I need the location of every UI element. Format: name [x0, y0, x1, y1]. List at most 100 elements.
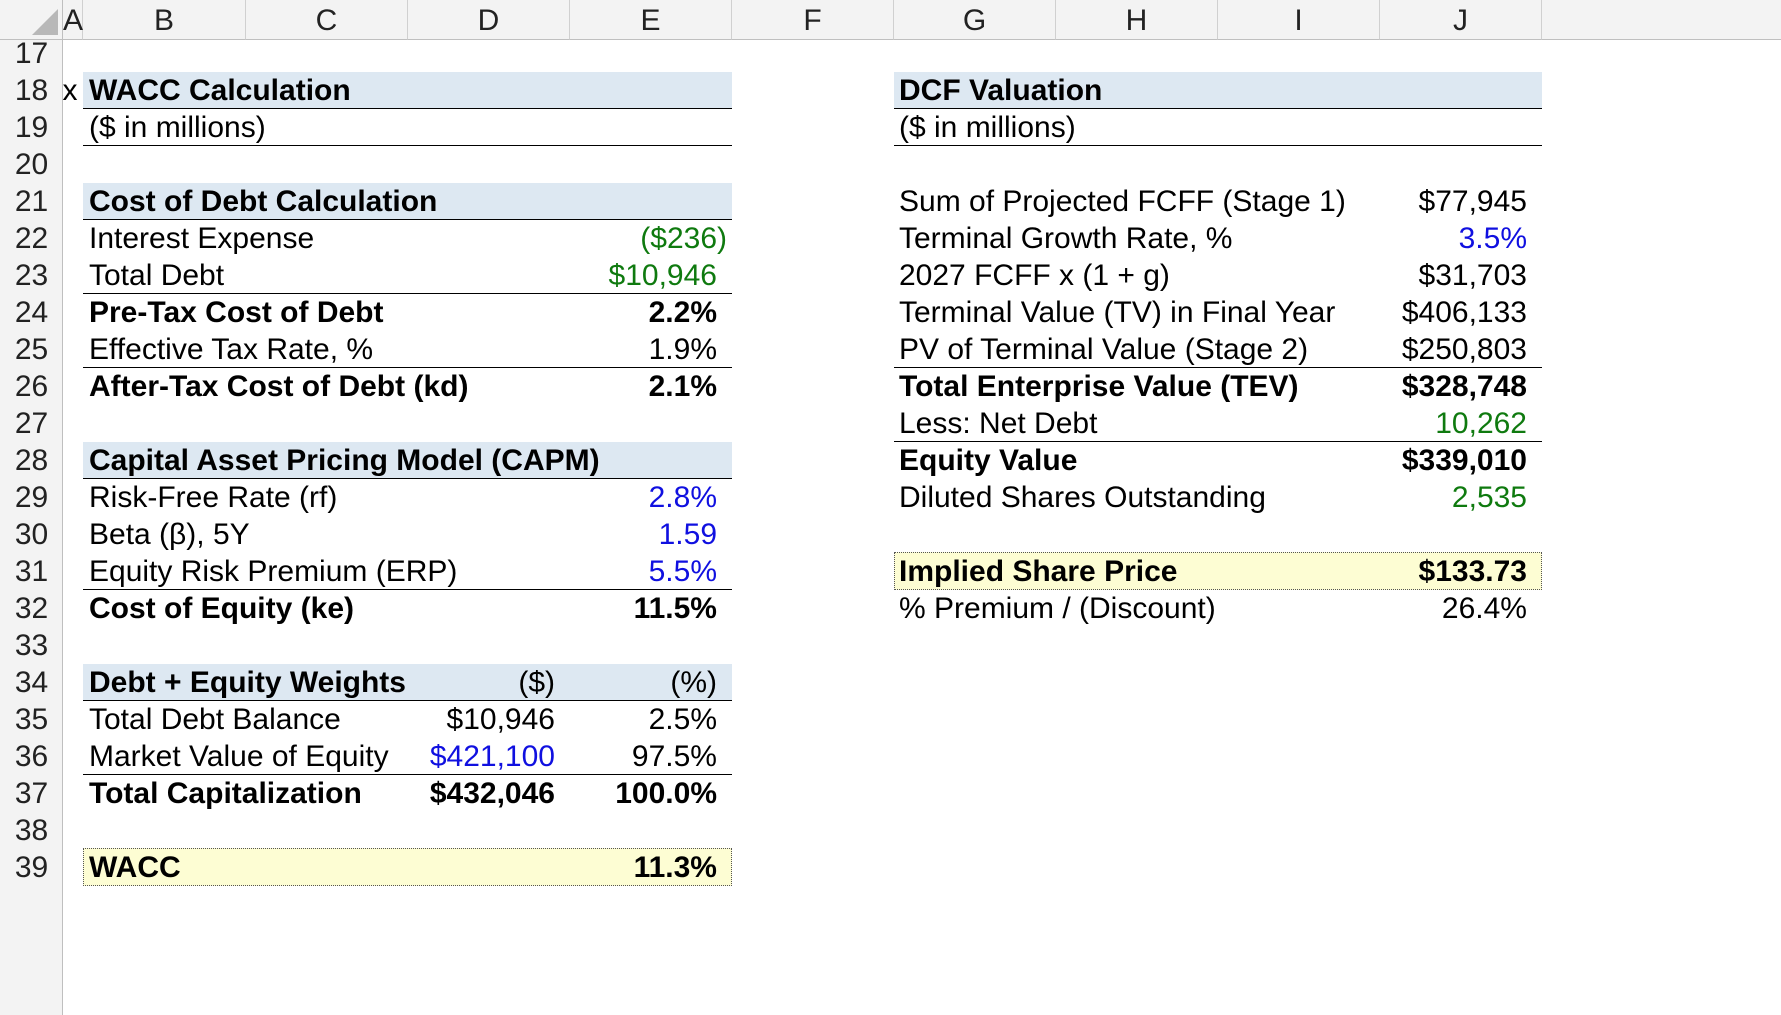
sum-fcff-value[interactable]: $77,945	[1418, 185, 1527, 218]
select-all-corner[interactable]	[0, 0, 63, 40]
select-all-triangle-icon	[32, 9, 58, 35]
capm-header[interactable]: Capital Asset Pricing Model (CAPM)	[89, 444, 600, 477]
row-header-23[interactable]: 23	[14, 259, 49, 292]
risk-free-value[interactable]: 2.8%	[648, 481, 717, 514]
beta-label[interactable]: Beta (β), 5Y	[89, 518, 250, 551]
erp-label[interactable]: Equity Risk Premium (ERP)	[89, 555, 458, 588]
row-header-17[interactable]: 17	[14, 37, 49, 70]
tev-label[interactable]: Total Enterprise Value (TEV)	[899, 370, 1299, 403]
pv-tv-label[interactable]: PV of Terminal Value (Stage 2)	[899, 333, 1309, 366]
row-header-29[interactable]: 29	[14, 481, 49, 514]
risk-free-label[interactable]: Risk-Free Rate (rf)	[89, 481, 338, 514]
row-header-34[interactable]: 34	[14, 666, 49, 699]
column-header-j[interactable]: J	[1380, 0, 1542, 40]
divider	[83, 700, 732, 701]
pv-tv-value[interactable]: $250,803	[1401, 333, 1527, 366]
total-debt-label[interactable]: Total Debt	[89, 259, 225, 292]
column-header-g[interactable]: G	[894, 0, 1056, 40]
column-header-d[interactable]: D	[408, 0, 570, 40]
total-cap-dollar[interactable]: $432,046	[429, 777, 555, 810]
net-debt-value[interactable]: 10,262	[1435, 407, 1527, 440]
dcf-units[interactable]: ($ in millions)	[899, 111, 1076, 144]
tev-value[interactable]: $328,748	[1401, 370, 1527, 403]
share-price-value[interactable]: $133.73	[1418, 555, 1527, 588]
row-header-18[interactable]: 18	[14, 74, 49, 107]
net-debt-label[interactable]: Less: Net Debt	[899, 407, 1098, 440]
capm-band	[83, 442, 732, 478]
tv-label[interactable]: Terminal Value (TV) in Final Year	[899, 296, 1336, 329]
row-header-24[interactable]: 24	[14, 296, 49, 329]
row-header-28[interactable]: 28	[14, 444, 49, 477]
equity-value-dcf-value[interactable]: $339,010	[1401, 444, 1527, 477]
interest-expense-label[interactable]: Interest Expense	[89, 222, 315, 255]
dcf-title-band	[894, 72, 1542, 108]
wacc-units[interactable]: ($ in millions)	[89, 111, 266, 144]
row-header-31[interactable]: 31	[14, 555, 49, 588]
total-debt-value[interactable]: $10,946	[608, 259, 717, 292]
fcff-g-label[interactable]: 2027 FCFF x (1 + g)	[899, 259, 1170, 292]
row-header-30[interactable]: 30	[14, 518, 49, 551]
row-header-19[interactable]: 19	[14, 111, 49, 144]
interest-expense-value[interactable]: ($236)	[640, 222, 727, 255]
share-price-label[interactable]: Implied Share Price	[899, 555, 1178, 588]
row-header-39[interactable]: 39	[14, 851, 49, 884]
total-cap-pct[interactable]: 100.0%	[615, 777, 717, 810]
row-header-26[interactable]: 26	[14, 370, 49, 403]
tv-value[interactable]: $406,133	[1401, 296, 1527, 329]
tax-rate-value[interactable]: 1.9%	[648, 333, 717, 366]
column-header-e[interactable]: E	[570, 0, 732, 40]
row-header-22[interactable]: 22	[14, 222, 49, 255]
row-header-33[interactable]: 33	[14, 629, 49, 662]
erp-value[interactable]: 5.5%	[648, 555, 717, 588]
column-header-c[interactable]: C	[246, 0, 408, 40]
dcf-title[interactable]: DCF Valuation	[899, 74, 1103, 107]
column-header-f[interactable]: F	[732, 0, 894, 40]
equity-value-pct[interactable]: 97.5%	[631, 740, 717, 773]
row-header-21[interactable]: 21	[14, 185, 49, 218]
fcff-g-value[interactable]: $31,703	[1418, 259, 1527, 292]
weights-header[interactable]: Debt + Equity Weights	[89, 666, 406, 699]
wacc-title[interactable]: WACC Calculation	[89, 74, 351, 107]
cost-of-equity-label[interactable]: Cost of Equity (ke)	[89, 592, 355, 625]
total-cap-label[interactable]: Total Capitalization	[89, 777, 362, 810]
tgr-value[interactable]: 3.5%	[1458, 222, 1527, 255]
equity-value-dcf-label[interactable]: Equity Value	[899, 444, 1078, 477]
row-header-20[interactable]: 20	[14, 148, 49, 181]
debt-balance-pct[interactable]: 2.5%	[648, 703, 717, 736]
row-header-35[interactable]: 35	[14, 703, 49, 736]
row-header-38[interactable]: 38	[14, 814, 49, 847]
premium-label[interactable]: % Premium / (Discount)	[899, 592, 1216, 625]
beta-value[interactable]: 1.59	[658, 518, 717, 551]
row-header-25[interactable]: 25	[14, 333, 49, 366]
column-header-a[interactable]: A	[63, 0, 83, 40]
premium-value[interactable]: 26.4%	[1441, 592, 1527, 625]
column-header-h[interactable]: H	[1056, 0, 1218, 40]
row-header-27[interactable]: 27	[14, 407, 49, 440]
wacc-result-value[interactable]: 11.3%	[633, 851, 717, 884]
debt-balance-dollar[interactable]: $10,946	[446, 703, 555, 736]
column-header-i[interactable]: I	[1218, 0, 1380, 40]
sum-fcff-label[interactable]: Sum of Projected FCFF (Stage 1)	[899, 185, 1346, 218]
wacc-result-label[interactable]: WACC	[89, 851, 181, 884]
column-header-b[interactable]: B	[83, 0, 246, 40]
tgr-label[interactable]: Terminal Growth Rate, %	[899, 222, 1233, 255]
pretax-cost-value[interactable]: 2.2%	[648, 296, 717, 329]
row-header-32[interactable]: 32	[14, 592, 49, 625]
cost-of-debt-header[interactable]: Cost of Debt Calculation	[89, 185, 438, 218]
pretax-cost-label[interactable]: Pre-Tax Cost of Debt	[89, 296, 384, 329]
weights-pct-col[interactable]: (%)	[670, 666, 717, 699]
row-header-36[interactable]: 36	[14, 740, 49, 773]
cost-of-equity-value[interactable]: 11.5%	[633, 592, 717, 625]
share-price-highlight	[894, 552, 1542, 590]
equity-value-dollar[interactable]: $421,100	[429, 740, 555, 773]
equity-value-label[interactable]: Market Value of Equity	[89, 740, 389, 773]
row-header-37[interactable]: 37	[14, 777, 49, 810]
weights-dollar-col[interactable]: ($)	[518, 666, 555, 699]
aftertax-cost-label[interactable]: After-Tax Cost of Debt (kd)	[89, 370, 469, 403]
debt-balance-label[interactable]: Total Debt Balance	[89, 703, 341, 736]
diluted-shares-label[interactable]: Diluted Shares Outstanding	[899, 481, 1266, 514]
aftertax-cost-value[interactable]: 2.1%	[648, 370, 717, 403]
diluted-shares-value[interactable]: 2,535	[1451, 481, 1527, 514]
tax-rate-label[interactable]: Effective Tax Rate, %	[89, 333, 374, 366]
